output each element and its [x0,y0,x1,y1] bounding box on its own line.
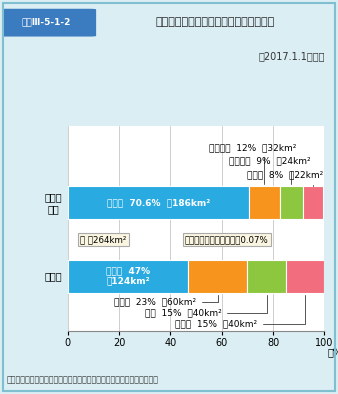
Text: 用途別: 用途別 [45,271,63,281]
Text: 倉庫  15%  約40km²: 倉庫 15% 約40km² [145,296,267,317]
Bar [280,186,303,219]
Text: 飛行場  23%  約60km²: 飛行場 23% 約60km² [114,296,218,306]
Text: 沖縄県  70.6%  約186km²: 沖縄県 70.6% 約186km² [107,199,210,207]
Text: （注）計数は、四捨五入によっているので計と符合しないことがある。: （注）計数は、四捨五入によっているので計と符合しないことがある。 [7,375,159,385]
Bar [247,260,286,292]
Text: （2017.1.1現在）: （2017.1.1現在） [258,51,325,61]
Bar [286,260,324,292]
Text: 東北地方  9%  約24km²: 東北地方 9% 約24km² [230,157,311,184]
Bar [249,186,280,219]
Text: （%）: （%） [327,348,338,357]
Text: 図表Ⅲ-5-1-2: 図表Ⅲ-5-1-2 [22,18,71,26]
Bar [68,186,249,219]
Text: 関東地方  12%  約32km²: 関東地方 12% 約32km² [209,143,296,184]
Text: 地域別
分布: 地域別 分布 [45,192,63,214]
Bar [188,260,247,292]
Text: その他  8%  約22km²: その他 8% 約22km² [247,171,324,186]
Text: その他  15%  約40km²: その他 15% 約40km² [175,296,305,328]
Bar [303,186,323,219]
Text: 在日米軍施設・区域（専用施設）の状況: 在日米軍施設・区域（専用施設）の状況 [156,17,275,27]
Bar [68,260,188,292]
Text: 演習場  47%
約124km²: 演習場 47% 約124km² [106,266,150,286]
FancyBboxPatch shape [0,9,96,37]
Text: 計 約264km²: 計 約264km² [80,235,127,244]
Text: 国土面積に占める割合　0.07%: 国土面積に占める割合 0.07% [185,235,269,244]
